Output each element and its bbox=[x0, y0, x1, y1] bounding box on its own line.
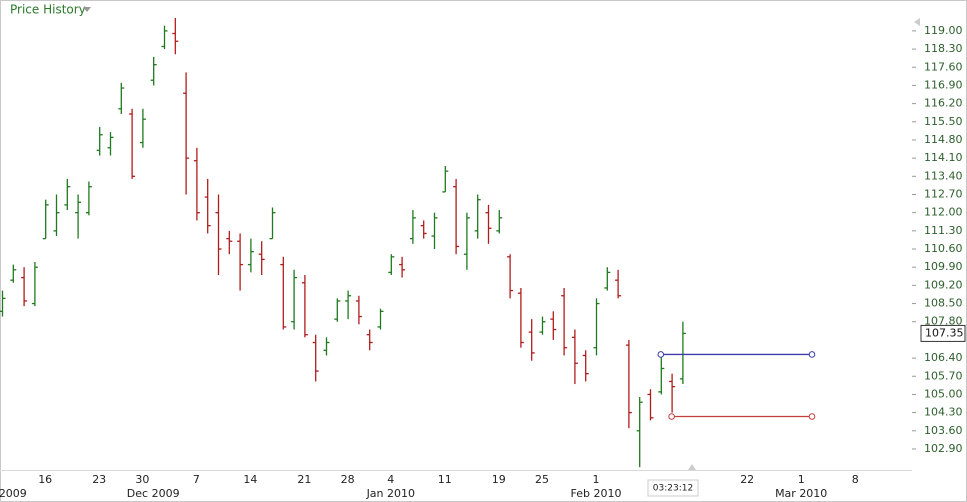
y-tick-label: 112.70 bbox=[924, 187, 963, 200]
x-tick-label: 30 bbox=[135, 473, 149, 486]
y-tick-label: 105.00 bbox=[924, 387, 963, 400]
time-marker bbox=[688, 464, 696, 470]
x-tick-label: 11 bbox=[438, 473, 452, 486]
x-tick-label: 22 bbox=[740, 473, 754, 486]
x-tick-label: 25 bbox=[535, 473, 549, 486]
chart-title[interactable]: Price History bbox=[10, 3, 86, 17]
y-tick-label: 109.90 bbox=[924, 260, 963, 273]
y-tick-label: 117.60 bbox=[924, 60, 963, 73]
dropdown-arrow[interactable] bbox=[83, 7, 91, 12]
y-tick-label: 116.20 bbox=[924, 97, 963, 110]
scroll-marker bbox=[914, 18, 920, 26]
y-tick-label: 107.80 bbox=[924, 315, 963, 328]
timestamp: 03:23:12 bbox=[653, 484, 693, 494]
timestamp-box bbox=[647, 479, 699, 497]
y-tick-label: 108.50 bbox=[924, 297, 963, 310]
y-tick-label: 106.40 bbox=[924, 351, 963, 364]
x-tick-label: 1 bbox=[798, 473, 805, 486]
x-month-label: 2009 bbox=[0, 487, 27, 500]
y-tick-label: 114.10 bbox=[924, 151, 963, 164]
x-month-label: Feb 2010 bbox=[571, 487, 622, 500]
y-tick-label: 115.50 bbox=[924, 115, 963, 128]
trend-handle bbox=[668, 413, 675, 420]
last-price-label: 107.35 bbox=[925, 326, 964, 339]
y-tick-label: 104.30 bbox=[924, 406, 963, 419]
y-tick-label: 118.30 bbox=[924, 42, 963, 55]
y-tick-label: 119.00 bbox=[924, 24, 963, 37]
y-tick-label: 111.30 bbox=[924, 224, 963, 237]
y-tick-label: 113.40 bbox=[924, 169, 963, 182]
y-tick-label: 110.60 bbox=[924, 242, 963, 255]
trend-handle bbox=[657, 351, 665, 358]
x-month-label: Jan 2010 bbox=[366, 487, 415, 500]
x-tick-label: 28 bbox=[341, 473, 355, 486]
y-tick-label: 116.90 bbox=[924, 78, 963, 91]
last-price-box bbox=[920, 324, 966, 342]
y-tick-label: 102.90 bbox=[924, 442, 963, 455]
x-tick-label: 19 bbox=[492, 473, 506, 486]
trend-handle bbox=[808, 351, 816, 358]
y-tick-label: 103.60 bbox=[924, 424, 963, 437]
y-tick-label: 114.80 bbox=[924, 133, 963, 146]
trend-handle bbox=[808, 413, 816, 420]
y-tick-label: 109.20 bbox=[924, 278, 963, 291]
y-tick-label: 112.00 bbox=[924, 206, 963, 219]
x-tick-label: 4 bbox=[387, 473, 394, 486]
x-tick-label: 23 bbox=[92, 473, 106, 486]
x-tick-label: 1 bbox=[593, 473, 600, 486]
y-tick-label: 105.70 bbox=[924, 369, 963, 382]
x-tick-label: 8 bbox=[852, 473, 859, 486]
x-month-label: Dec 2009 bbox=[127, 487, 180, 500]
x-tick-label: 16 bbox=[38, 473, 52, 486]
x-month-label: Mar 2010 bbox=[775, 487, 827, 500]
x-tick-label: 14 bbox=[243, 473, 257, 486]
x-tick-label: 21 bbox=[297, 473, 311, 486]
x-tick-label: 7 bbox=[193, 473, 200, 486]
